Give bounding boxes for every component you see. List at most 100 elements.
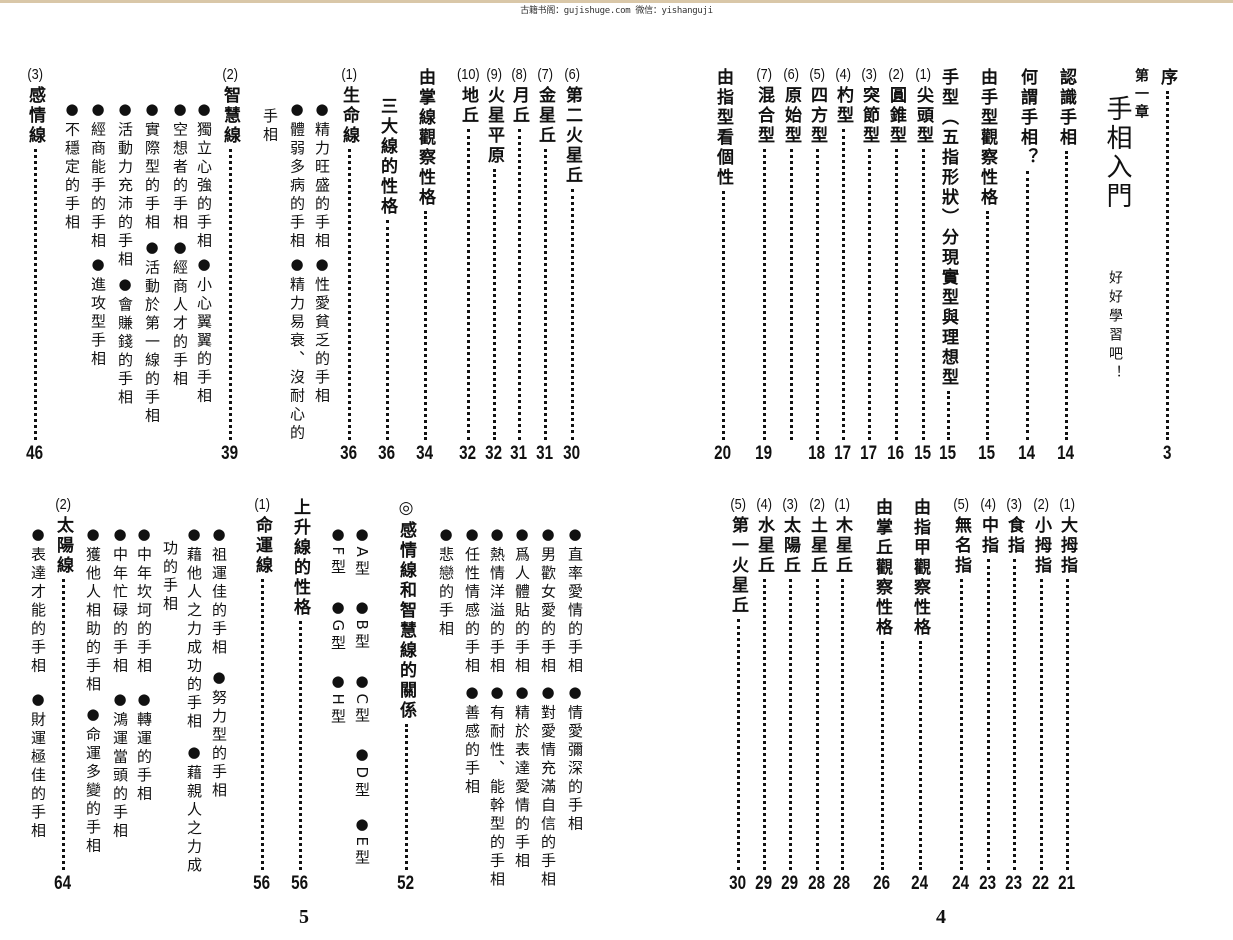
entry-title: 認識手相 (1056, 68, 1076, 148)
toc-subitem[interactable]: ●實際型的手相 (143, 100, 161, 233)
toc-entry[interactable]: 由掌線觀察性格 34 (411, 66, 439, 464)
toc-subitem[interactable]: ●H型 (329, 672, 347, 727)
toc-entry[interactable]: (7) 混合型 19 (750, 66, 778, 464)
toc-subitem[interactable]: ●男歡女愛的手相 (539, 525, 557, 676)
entry-title: 四方型 (807, 86, 827, 146)
toc-subitem[interactable]: ●小心翼翼的手相 (195, 255, 213, 406)
toc-subitem[interactable]: ●中年忙碌的手相 (111, 525, 129, 676)
toc-subitem[interactable]: ●悲戀的手相 (437, 525, 455, 639)
toc-entry[interactable]: (5) 第一火星丘 30 (724, 496, 752, 894)
toc-subitem[interactable]: ●任性情感的手相 (463, 525, 481, 676)
toc-entry[interactable]: (5) 四方型 18 (803, 66, 831, 464)
entry-page-number: 36 (340, 443, 358, 464)
toc-entry[interactable]: (4) 水星丘 29 (750, 496, 778, 894)
toc-subitem[interactable]: ●表達才能的手相 (29, 525, 47, 676)
toc-entry[interactable]: (2) 小拇指 22 (1027, 496, 1055, 894)
toc-entry[interactable]: ◎感情線和智慧線的關係 52 (392, 496, 420, 894)
toc-entry[interactable]: (7) 金星丘 31 (531, 66, 559, 464)
toc-subitem[interactable]: ●F型 (329, 525, 347, 578)
toc-subitem[interactable]: ●藉他人之力成功的手相 (185, 525, 203, 732)
toc-subitem[interactable]: ●中年坎坷的手相 (135, 525, 153, 676)
dot-leader (298, 621, 302, 870)
entry-title: 由指甲觀察性格 (910, 498, 930, 638)
toc-entry[interactable]: 由指型看個性 20 (709, 66, 737, 464)
toc-subitem[interactable]: ●努力型的手相 (210, 668, 228, 801)
entry-number: (1) (254, 496, 270, 513)
toc-subitem[interactable]: ●祖運佳的手相 (210, 525, 228, 658)
toc-entry[interactable]: (3) 食指 23 (1000, 496, 1028, 894)
entry-page-number: 19 (755, 443, 773, 464)
toc-entry[interactable]: (1) 尖頭型 15 (909, 66, 937, 464)
toc-subitem[interactable]: ●獨立心強的手相 (195, 100, 213, 251)
toc-subitem[interactable]: ●爲人體貼的手相 (513, 525, 531, 676)
toc-entry[interactable]: (4) 杓型 17 (829, 66, 857, 464)
toc-entry[interactable]: 由掌丘觀察性格 26 (868, 496, 896, 894)
toc-subitem[interactable]: ●藉親人之力成 (185, 743, 203, 876)
entry-title: 感情線 (25, 86, 45, 146)
toc-entry[interactable]: (9) 火星平原 32 (480, 66, 508, 464)
toc-subitem[interactable]: 手相 (261, 108, 279, 145)
toc-entry[interactable]: 由手型觀察性格 15 (973, 66, 1001, 464)
toc-subitem[interactable]: ●E型 (353, 815, 371, 868)
toc-entry[interactable]: (8) 月丘 31 (505, 66, 533, 464)
toc-entry[interactable]: (10) 地丘 32 (454, 66, 482, 464)
toc-subitem[interactable]: ●財運極佳的手相 (29, 690, 47, 841)
toc-subitem[interactable]: ●經商人才的手相 (171, 238, 189, 389)
toc-subitem[interactable]: ●情愛彌深的手相 (566, 683, 584, 834)
toc-entry[interactable]: 由指甲觀察性格 24 (906, 496, 934, 894)
toc-subitem[interactable]: ●經商能手的手相 (89, 100, 107, 251)
toc-subitem[interactable]: ●空想者的手相 (171, 100, 189, 233)
toc-entry[interactable]: (1) 生命線 36 (335, 66, 363, 464)
toc-subitem[interactable]: ●轉運的手相 (135, 690, 153, 804)
toc-entry[interactable]: (2) 智慧線 39 (216, 66, 244, 464)
toc-subitem[interactable]: ●熱情洋溢的手相 (488, 525, 506, 676)
toc-subitem[interactable]: ●D型 (353, 745, 371, 801)
toc-subitem[interactable]: ●精力旺盛的手相 (313, 100, 331, 251)
entry-page-number: 23 (979, 873, 997, 894)
toc-subitem[interactable]: ●精力易衰、沒耐心的 (288, 255, 306, 443)
toc-subitem[interactable]: ●A型 (353, 525, 371, 579)
toc-subitem[interactable]: ●善感的手相 (463, 683, 481, 797)
toc-subitem[interactable]: ●G型 (329, 598, 347, 654)
entry-number: (3) (27, 66, 43, 83)
toc-subitem[interactable]: ●進攻型手相 (89, 255, 107, 369)
toc-subitem[interactable]: ●鴻運當頭的手相 (111, 690, 129, 841)
dot-leader (466, 129, 470, 440)
toc-subitem[interactable]: ●體弱多病的手相 (288, 100, 306, 251)
toc-entry[interactable]: (6) 第二火星丘 30 (558, 66, 586, 464)
toc-entry[interactable]: 手型（五指形狀）分現實型與理想型 15 (934, 66, 962, 464)
toc-entry[interactable]: (3) 感情線 46 (21, 66, 49, 464)
toc-subitem[interactable]: ●有耐性、能幹型的手相 (488, 683, 506, 890)
toc-entry[interactable]: (2) 太陽線 64 (49, 496, 77, 894)
toc-subitem[interactable]: ●對愛情充滿自信的手相 (539, 683, 557, 890)
toc-entry[interactable]: (3) 突節型 17 (855, 66, 883, 464)
toc-subitem[interactable]: ●精於表達愛情的手相 (513, 683, 531, 871)
toc-subitem[interactable]: ●C型 (353, 672, 371, 726)
toc-subitem[interactable]: ●活動力充沛的手相 (116, 100, 134, 270)
toc-subitem[interactable]: ●活動於第一線的手相 (143, 238, 161, 426)
toc-entry[interactable]: (3) 太陽丘 29 (776, 496, 804, 894)
toc-entry[interactable]: 何謂手相？ 14 (1013, 66, 1041, 464)
toc-entry[interactable]: (2) 土星丘 28 (803, 496, 831, 894)
toc-entry[interactable]: (2) 圓錐型 16 (882, 66, 910, 464)
toc-subitem[interactable]: ●會賺錢的手相 (116, 275, 134, 408)
entry-page-number: 14 (1057, 443, 1075, 464)
toc-subitem[interactable]: ●直率愛情的手相 (566, 525, 584, 676)
toc-subitem[interactable]: 功的手相 (161, 540, 179, 614)
toc-entry[interactable]: (5) 無名指 24 (947, 496, 975, 894)
toc-subitem[interactable]: ●B型 (353, 598, 371, 652)
entry-page-number: 29 (781, 873, 799, 894)
toc-subitem[interactable]: ●獲他人相助的手相 (84, 525, 102, 695)
toc-entry[interactable]: (6) 原始型 (777, 66, 805, 464)
toc-subitem[interactable]: ●命運多變的手相 (84, 705, 102, 856)
toc-subitem[interactable]: ●性愛貧乏的手相 (313, 255, 331, 406)
toc-subitem[interactable]: ●不穩定的手相 (63, 100, 81, 233)
toc-entry[interactable]: (4) 中指 23 (974, 496, 1002, 894)
toc-entry[interactable]: 三大線的性格 36 (373, 95, 401, 464)
toc-entry[interactable]: (1) 木星丘 28 (828, 496, 856, 894)
toc-entry[interactable]: (1) 命運線 56 (248, 496, 276, 894)
toc-entry[interactable]: 認識手相 14 (1052, 66, 1080, 464)
toc-entry[interactable]: 上升線的性格 56 (286, 496, 314, 894)
toc-entry[interactable]: (1) 大拇指 21 (1053, 496, 1081, 894)
